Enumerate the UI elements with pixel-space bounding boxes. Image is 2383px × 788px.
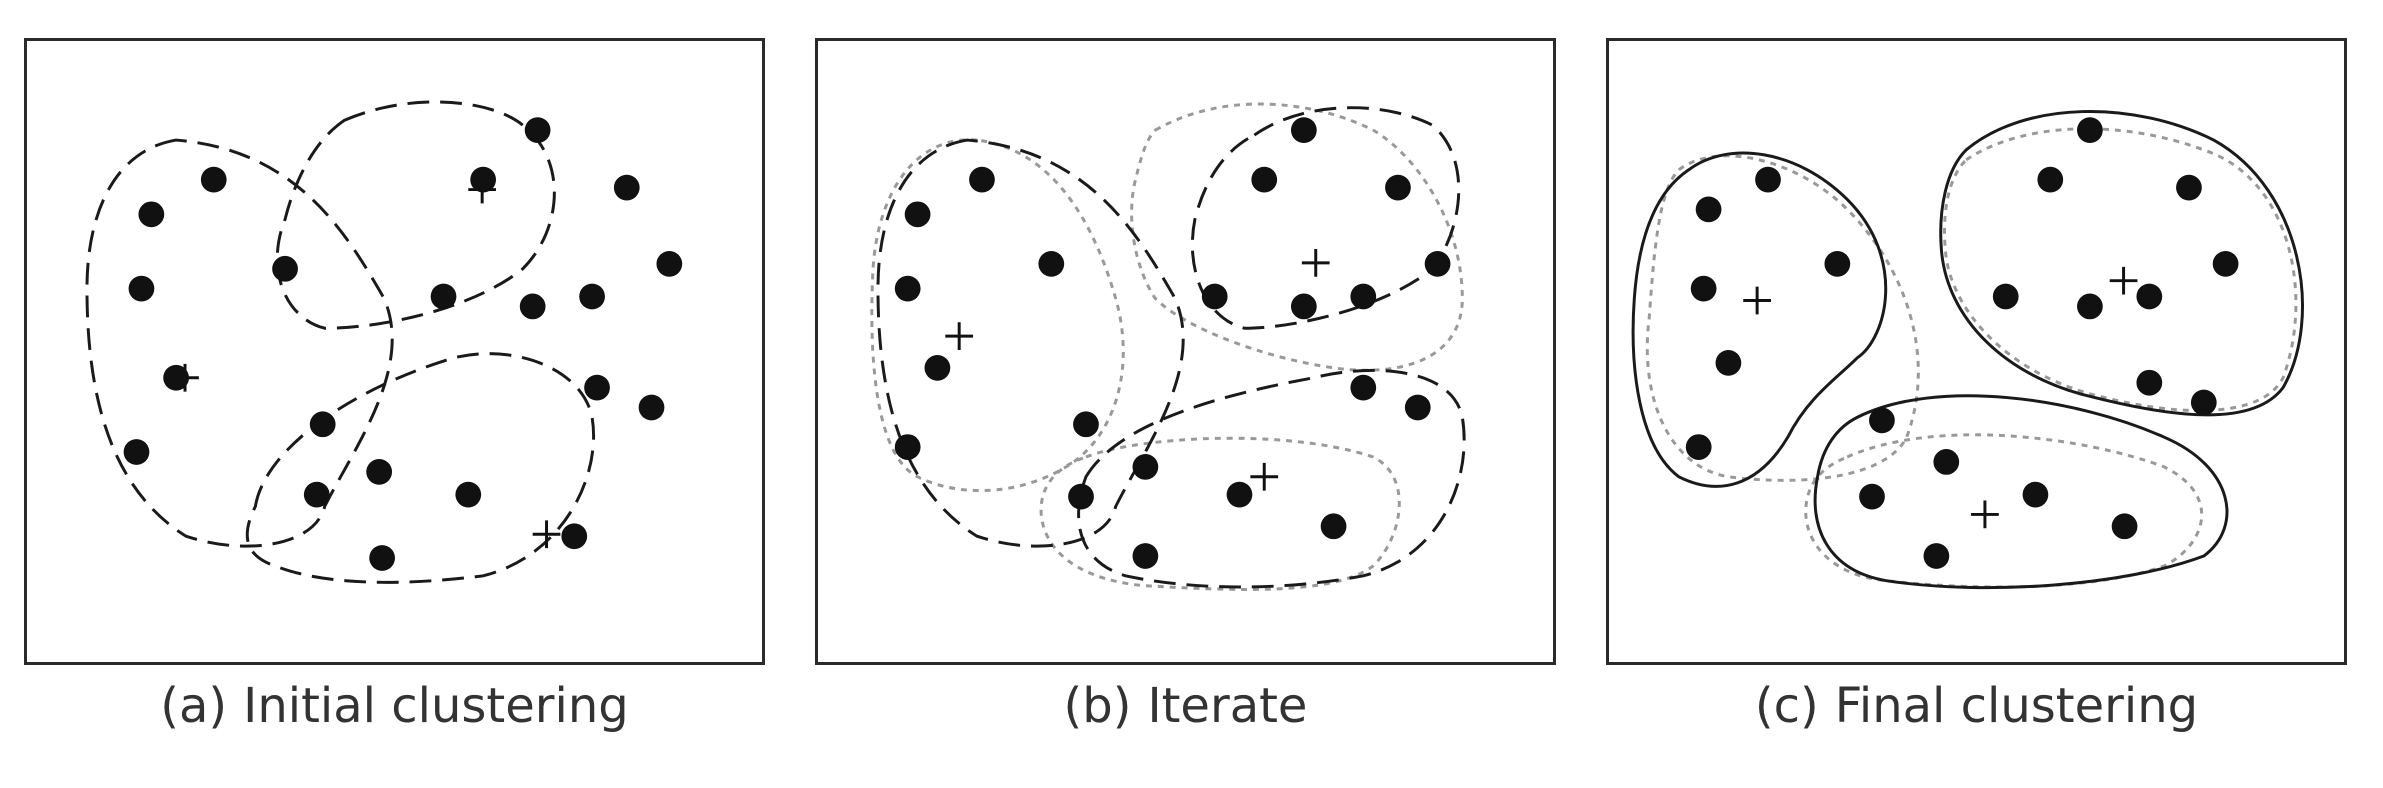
caption-tag: (c): [1754, 678, 1819, 734]
centroid-marker: [171, 363, 199, 392]
previous-boundary-left: [1645, 154, 1920, 482]
panel-iterate: [815, 38, 1556, 665]
previous-boundaries: [870, 102, 1464, 591]
previous-boundary-top-right: [1943, 127, 2298, 413]
cluster-boundary-top-right: [275, 100, 556, 330]
centroid-markers: [171, 175, 561, 549]
cluster-boundary-left: [876, 138, 1185, 548]
previous-boundary-left: [870, 138, 1125, 493]
previous-boundaries: [1645, 127, 2298, 589]
centroid-markers: [1743, 266, 2138, 529]
caption-initial-clustering: (a) Initial clustering: [24, 678, 765, 734]
cluster-boundary-top-right: [1939, 109, 2304, 417]
centroid-marker: [532, 520, 561, 549]
previous-boundary-bottom: [1804, 433, 2204, 589]
data-points: [1685, 117, 2239, 569]
caption-text: Iterate: [1147, 678, 1308, 734]
diagram-initial-clustering: [85, 100, 683, 584]
centroid-marker: [945, 322, 974, 351]
cluster-boundary-left: [1631, 151, 1888, 488]
caption-tag: (a): [160, 678, 228, 734]
diagram-final-clustering: [1631, 109, 2304, 590]
caption-iterate: (b) Iterate: [815, 678, 1556, 734]
caption-text: Initial clustering: [243, 678, 629, 734]
centroid-marker: [468, 175, 497, 204]
cluster-boundary-top-right: [1190, 106, 1461, 330]
caption-tag: (b): [1063, 678, 1132, 734]
centroid-marker: [1250, 462, 1279, 491]
caption-text: Final clustering: [1834, 678, 2199, 734]
cluster-boundary-bottom-right: [1077, 368, 1466, 589]
panel-initial-clustering: [24, 38, 765, 665]
cluster-boundary-bottom: [1813, 394, 2229, 590]
panel-final-clustering: [1606, 38, 2347, 665]
data-points: [894, 117, 1451, 569]
centroid-marker: [1301, 248, 1330, 277]
data-points: [123, 117, 683, 571]
centroid-markers: [945, 248, 1330, 491]
cluster-boundary-bottom-right: [245, 352, 595, 584]
centroid-marker: [2109, 266, 2138, 295]
previous-boundary-bottom: [1039, 436, 1401, 591]
centroid-marker: [1971, 500, 1999, 529]
cluster-boundary-left: [85, 138, 394, 548]
cluster-boundaries: [1631, 109, 2304, 590]
cluster-boundaries: [876, 106, 1466, 589]
diagram-iterate: [870, 102, 1466, 591]
centroid-marker: [1743, 286, 1771, 315]
caption-final-clustering: (c) Final clustering: [1606, 678, 2347, 734]
cluster-boundaries: [85, 100, 595, 584]
previous-boundary-top-right: [1130, 102, 1464, 372]
